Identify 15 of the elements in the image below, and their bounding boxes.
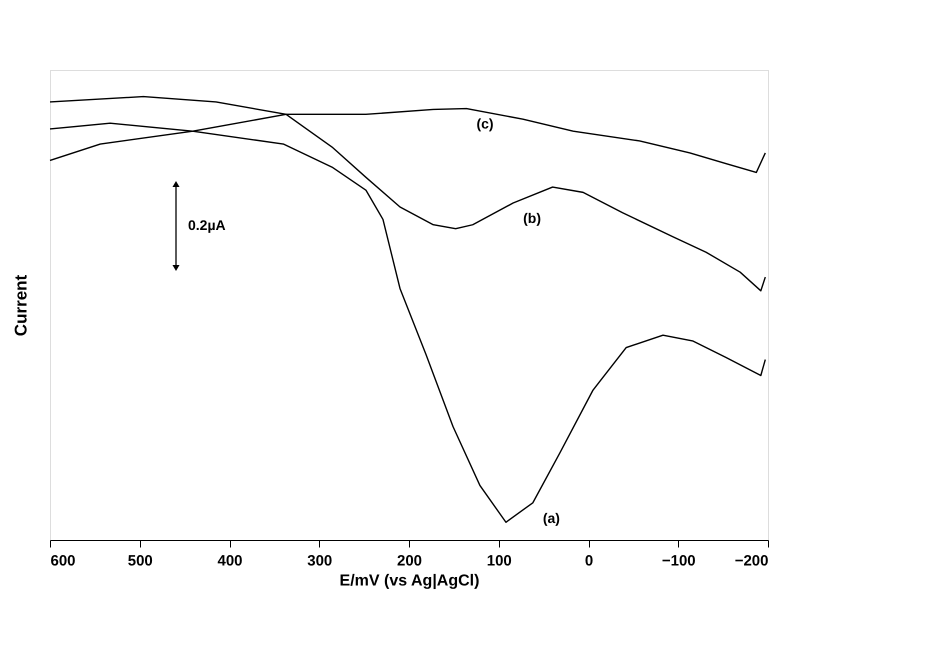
x-tick-label: 300 [307, 552, 332, 570]
x-tick-label: 0 [584, 552, 594, 570]
annotation: (b) [523, 210, 541, 226]
x-tick-label: 600 [50, 552, 76, 570]
x-tick-label: −100 [662, 552, 696, 570]
x-axis-title: E/mV (vs Ag|AgCl) [340, 572, 480, 590]
annotation: (a) [542, 510, 560, 526]
x-tick-label: 100 [486, 552, 512, 570]
annotation: (c) [476, 116, 494, 132]
y-axis-title: Current [12, 274, 30, 336]
x-tick-label: 500 [128, 552, 153, 570]
x-tick-label: 400 [217, 552, 243, 570]
annotation: 0.2µA [188, 217, 226, 233]
x-tick-label: −200 [734, 552, 768, 570]
x-tick-label: 200 [396, 552, 422, 570]
